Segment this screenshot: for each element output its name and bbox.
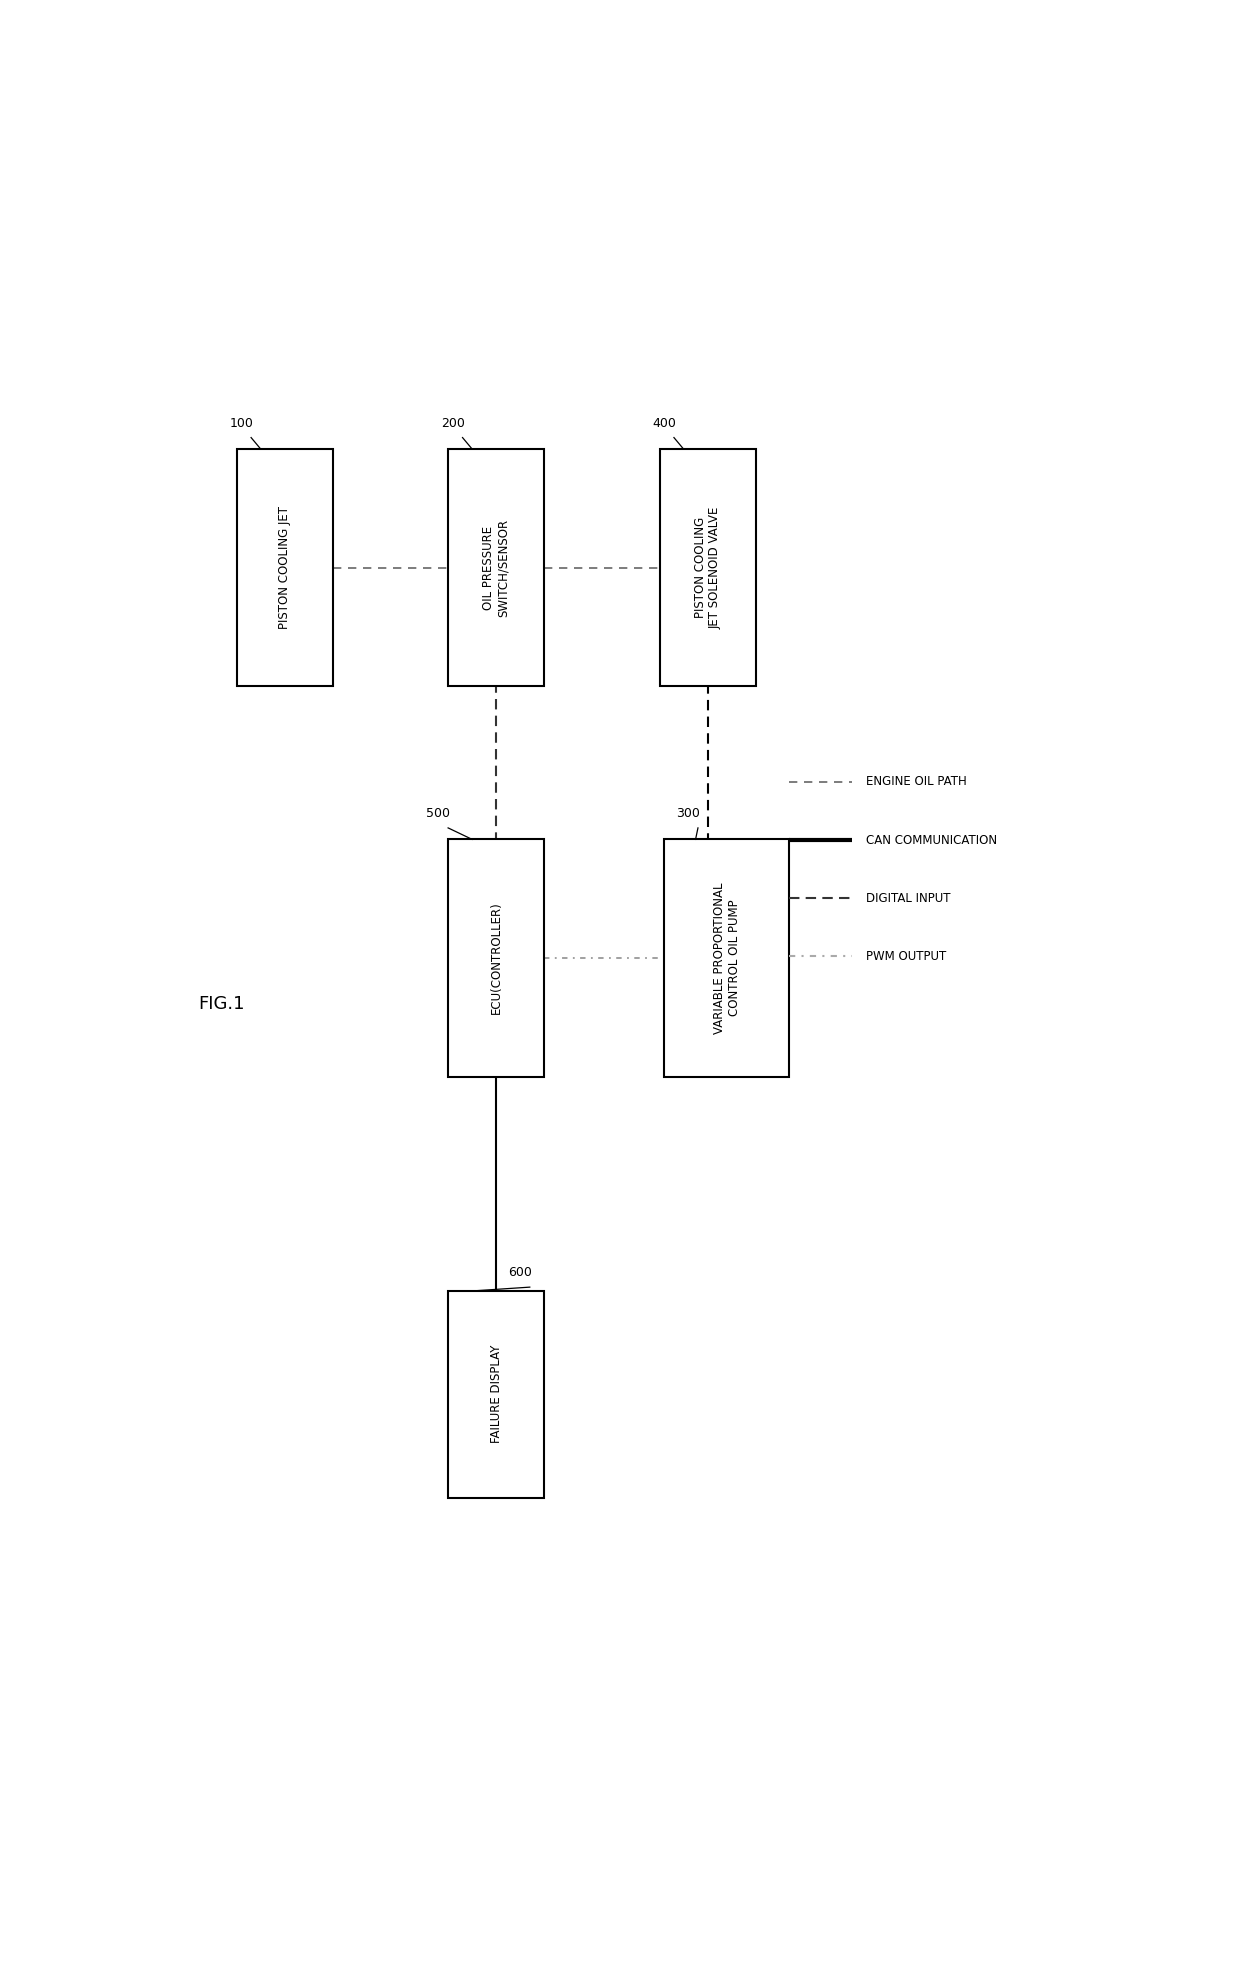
Text: ENGINE OIL PATH: ENGINE OIL PATH [867, 775, 967, 789]
Text: 300: 300 [676, 807, 701, 821]
Text: DIGITAL INPUT: DIGITAL INPUT [867, 893, 951, 905]
Text: 500: 500 [427, 807, 450, 821]
Text: FAILURE DISPLAY: FAILURE DISPLAY [490, 1346, 502, 1443]
Bar [448, 449, 544, 686]
Text: PISTON COOLING JET: PISTON COOLING JET [278, 507, 291, 628]
Text: CAN COMMUNICATION: CAN COMMUNICATION [867, 833, 997, 847]
Bar [665, 839, 789, 1077]
Text: ECU(CONTROLLER): ECU(CONTROLLER) [490, 903, 502, 1014]
Bar [448, 839, 544, 1077]
Text: VARIABLE PROPORTIONAL
CONTROL OIL PUMP: VARIABLE PROPORTIONAL CONTROL OIL PUMP [713, 883, 740, 1034]
Text: 100: 100 [229, 417, 253, 429]
Bar [660, 449, 755, 686]
Text: FIG.1: FIG.1 [198, 994, 244, 1014]
Text: PWM OUTPUT: PWM OUTPUT [867, 950, 946, 962]
Text: PISTON COOLING
JET SOLENOID VALVE: PISTON COOLING JET SOLENOID VALVE [693, 507, 722, 628]
Bar [448, 1290, 544, 1497]
Text: 600: 600 [508, 1266, 532, 1280]
Text: OIL PRESSURE
SWITCH/SENSOR: OIL PRESSURE SWITCH/SENSOR [482, 519, 510, 616]
Text: 200: 200 [441, 417, 465, 429]
Text: 400: 400 [652, 417, 676, 429]
Bar [237, 449, 332, 686]
